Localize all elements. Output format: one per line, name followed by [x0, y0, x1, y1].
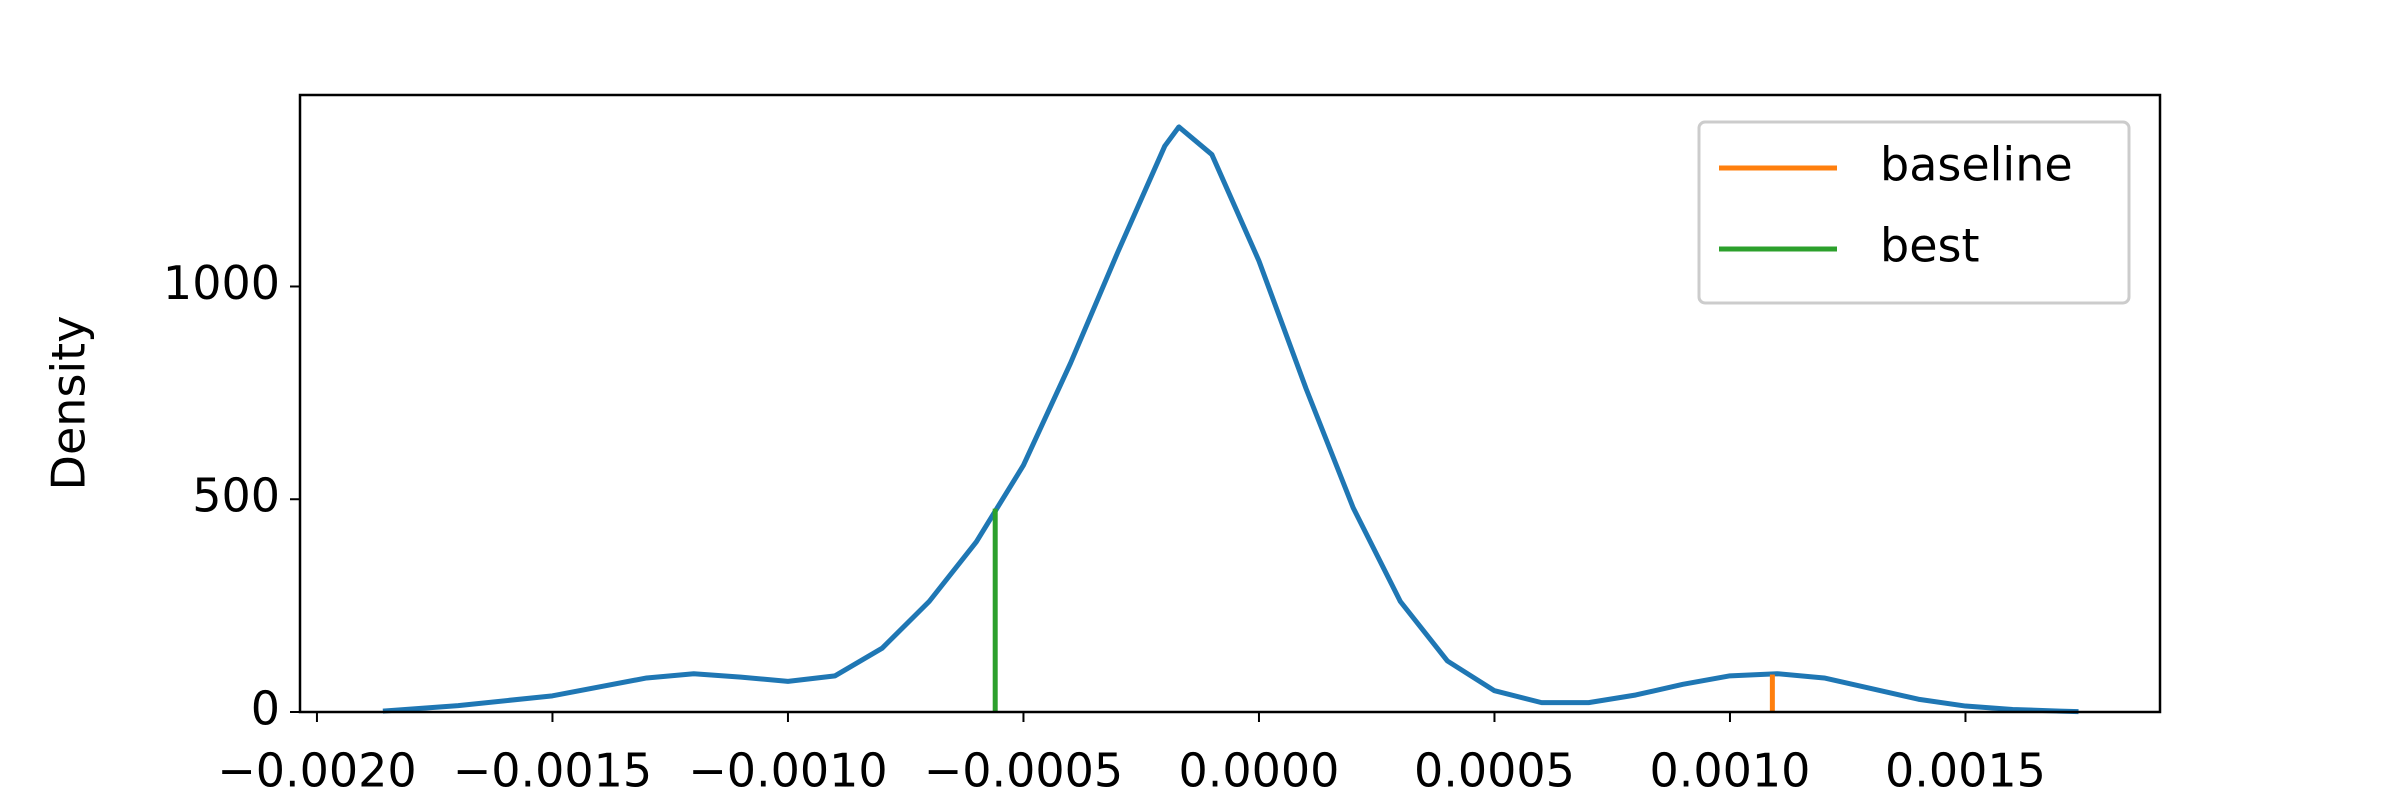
x-tick-label: 0.0015: [1885, 744, 2046, 798]
legend-label: baseline: [1880, 138, 2073, 192]
y-tick-label: 1000: [163, 256, 280, 310]
density-curve: [382, 124, 2079, 715]
y-tick-label: 0: [251, 682, 280, 736]
y-tick-label: 500: [192, 469, 280, 523]
x-tick-label: 0.0000: [1178, 744, 1339, 798]
x-tick-label: −0.0020: [217, 744, 417, 798]
x-tick-label: −0.0015: [453, 744, 653, 798]
x-tick-label: 0.0005: [1414, 744, 1575, 798]
x-tick-label: −0.0010: [688, 744, 888, 798]
y-axis-label: Density: [42, 316, 96, 491]
x-tick-label: −0.0005: [924, 744, 1124, 798]
plot-frame: [298, 93, 2162, 714]
x-tick-label: 0.0010: [1649, 744, 1810, 798]
legend-label: best: [1880, 219, 1980, 273]
